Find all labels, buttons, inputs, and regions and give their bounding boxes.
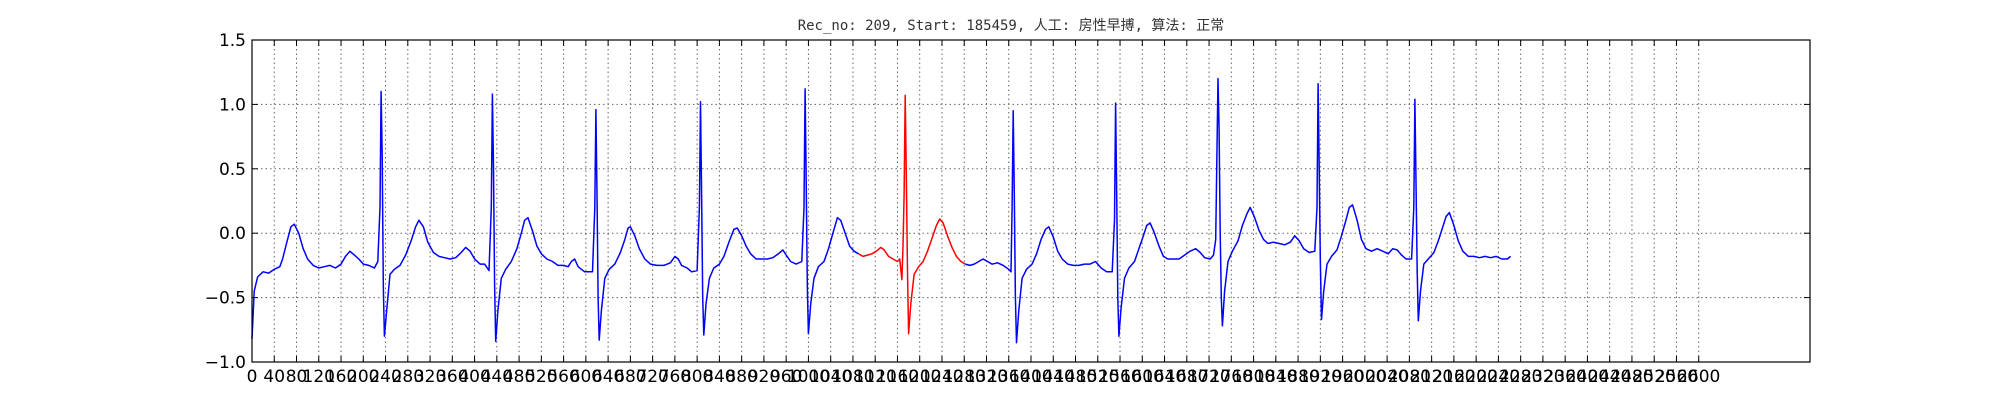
x-tick-label: 1040 — [809, 367, 852, 387]
x-tick-label: 2160 — [1432, 367, 1475, 387]
y-axis: −1.0 −0.5 0.0 0.5 1.0 1.5 — [205, 31, 1810, 373]
x-tick-label: 960 — [770, 367, 802, 387]
x-tick-label: 2000 — [1343, 367, 1386, 387]
x-tick-label: 680 — [614, 367, 646, 387]
x-tick-label: 2440 — [1588, 367, 1631, 387]
x-tick-label: 280 — [392, 367, 424, 387]
x-tick-label: 2600 — [1677, 367, 1720, 387]
x-tick-label: 520 — [525, 367, 557, 387]
series-line-0 — [251, 88, 859, 343]
x-tick-label: 760 — [659, 367, 691, 387]
x-tick-label: 1520 — [1076, 367, 1119, 387]
y-tick-label: 1.0 — [219, 95, 246, 115]
x-tick-label: 1880 — [1276, 367, 1319, 387]
x-tick-label: 1600 — [1121, 367, 1164, 387]
x-tick-label: 1640 — [1143, 367, 1186, 387]
x-tick-label: 120 — [303, 367, 335, 387]
chart-title: Rec_no: 209, Start: 185459, 人工: 房性早搏, 算法… — [798, 17, 1225, 34]
x-axis: 0 40 8012016020024028032036040044048052056… — [247, 40, 1720, 387]
x-tick-label: 600 — [570, 367, 602, 387]
x-tick-label: 2360 — [1544, 367, 1587, 387]
grid-lines — [252, 40, 1810, 362]
x-tick-label: 1000 — [787, 367, 830, 387]
x-tick-label: 1080 — [831, 367, 874, 387]
x-tick-label: 240 — [369, 367, 401, 387]
x-tick-label: 2400 — [1566, 367, 1609, 387]
series-group — [251, 77, 1512, 344]
x-tick-label: 1960 — [1321, 367, 1364, 387]
x-tick-label: 440 — [481, 367, 513, 387]
x-tick-label: 0 — [247, 367, 258, 387]
x-tick-label: 480 — [503, 367, 535, 387]
x-tick-label: 1440 — [1032, 367, 1075, 387]
x-tick-label: 2280 — [1499, 367, 1542, 387]
series-line-2 — [965, 77, 1512, 344]
x-tick-label: 1480 — [1054, 367, 1097, 387]
x-tick-label: 840 — [703, 367, 735, 387]
x-tick-label: 1280 — [943, 367, 986, 387]
y-tick-label: 0.0 — [219, 224, 246, 244]
x-tick-label: 1680 — [1165, 367, 1208, 387]
x-tick-label: 1840 — [1254, 367, 1297, 387]
x-tick-label: 2200 — [1455, 367, 1498, 387]
x-tick-label: 640 — [592, 367, 624, 387]
x-tick-label: 560 — [547, 367, 579, 387]
y-tick-label: 1.5 — [219, 31, 246, 51]
x-tick-label: 1800 — [1232, 367, 1275, 387]
x-tick-label: 1240 — [920, 367, 963, 387]
y-tick-label: 0.5 — [219, 160, 246, 180]
x-tick-label: 1760 — [1210, 367, 1253, 387]
x-tick-label: 800 — [681, 367, 713, 387]
x-tick-label: 200 — [347, 367, 379, 387]
x-tick-label: 2080 — [1388, 367, 1431, 387]
x-tick-label: 2240 — [1477, 367, 1520, 387]
series-line-1 — [858, 94, 966, 335]
x-tick-label: 1920 — [1299, 367, 1342, 387]
x-tick-label: 2120 — [1410, 367, 1453, 387]
x-tick-label: 1160 — [876, 367, 919, 387]
x-tick-label: 720 — [636, 367, 668, 387]
x-tick-label: 80 — [286, 367, 308, 387]
plot-frame — [251, 39, 1811, 363]
x-tick-label: 2040 — [1365, 367, 1408, 387]
x-tick-label: 2520 — [1633, 367, 1676, 387]
x-tick-label: 400 — [458, 367, 490, 387]
x-tick-label: 2320 — [1521, 367, 1564, 387]
x-tick-label: 1400 — [1009, 367, 1052, 387]
x-tick-label: 1360 — [987, 367, 1030, 387]
x-tick-label: 160 — [325, 367, 357, 387]
x-tick-label: 320 — [414, 367, 446, 387]
x-tick-label: 2480 — [1610, 367, 1653, 387]
x-tick-label: 920 — [748, 367, 780, 387]
y-tick-label: −1.0 — [205, 353, 246, 373]
x-tick-label: 1200 — [898, 367, 941, 387]
x-tick-label: 1720 — [1187, 367, 1230, 387]
y-tick-label: −0.5 — [205, 289, 246, 309]
x-tick-label: 360 — [436, 367, 468, 387]
x-tick-label: 1120 — [854, 367, 897, 387]
x-tick-label: 1560 — [1098, 367, 1141, 387]
x-tick-label: 1320 — [965, 367, 1008, 387]
x-tick-label: 40 — [263, 367, 285, 387]
x-tick-label: 2560 — [1655, 367, 1698, 387]
x-tick-label: 880 — [725, 367, 757, 387]
